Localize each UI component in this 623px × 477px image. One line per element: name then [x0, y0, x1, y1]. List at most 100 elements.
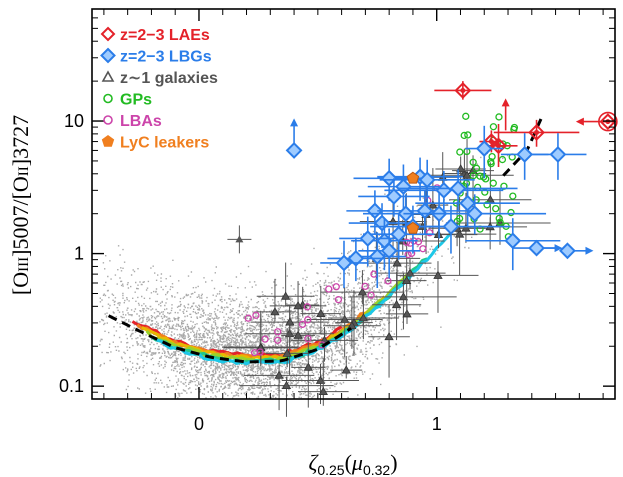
z1-galaxy-marker — [280, 291, 291, 300]
lba-point — [367, 291, 375, 299]
lba-point — [414, 238, 423, 246]
z-2-3-lbgs-marker-24 — [368, 248, 386, 265]
gp-point — [489, 179, 497, 187]
z-2-3-lbgs-marker-7 — [418, 171, 436, 189]
gp-point — [453, 217, 461, 226]
x-tick-label-1: 1 — [432, 414, 442, 434]
z1-galaxy-marker — [270, 307, 280, 316]
z-2-3-laes-marker-0 — [454, 82, 472, 99]
model-dashed-curve — [107, 117, 543, 364]
z-2-3-lbgs-marker-2 — [516, 145, 534, 163]
z1-galaxy-marker — [341, 365, 351, 374]
lba-point — [256, 348, 264, 356]
z-2-3-laes-arrowhead-5 — [501, 98, 510, 107]
lba-point — [304, 334, 312, 343]
gp-point — [496, 218, 504, 226]
gp-point — [487, 158, 495, 166]
z-2-3-lbgs-marker-3 — [475, 140, 493, 157]
gp-point — [495, 214, 503, 223]
z-2-3-lbgs-arrowhead-28 — [554, 244, 563, 253]
z1-galaxy-marker — [316, 308, 326, 318]
y-axis-title: [OIII]5007/[OII]3727 — [8, 115, 33, 295]
x-title-close: ) — [390, 450, 397, 475]
z1-galaxy-marker — [405, 268, 415, 277]
z1-galaxy-marker — [274, 370, 284, 379]
gp-point — [472, 164, 481, 172]
y-title-ion1: III — [16, 257, 32, 272]
z-2-3-lbgs-marker-5 — [380, 169, 398, 187]
legend-marker-3 — [103, 93, 113, 104]
gp-point — [492, 204, 500, 213]
lba-point — [334, 295, 343, 304]
lyc-leakers-marker-1 — [406, 221, 420, 234]
z1-galaxy-marker — [318, 386, 328, 396]
z-2-3-lbgs-marker-29 — [559, 242, 576, 260]
z-2-3-laes-dot-3 — [496, 143, 502, 149]
z-2-3-lbgs-arrowhead-29 — [585, 246, 594, 255]
gp-point — [507, 208, 515, 217]
lyc-leakers-marker-0 — [406, 171, 420, 184]
z-2-3-laes-marker-1 — [599, 113, 617, 131]
z1-galaxy-marker — [384, 331, 394, 341]
z-2-3-laes-arrowhead-1 — [575, 117, 584, 126]
z1-galaxy-marker — [235, 235, 244, 243]
y-title-open: [O — [8, 272, 33, 295]
z1-galaxy-marker — [358, 313, 369, 322]
legend: z=2−3 LAEs z=2−3 LBGs z∼1 galaxies GPs LBAs L… — [100, 26, 218, 152]
z1-galaxy-marker — [315, 375, 326, 384]
lba-point — [261, 335, 269, 343]
z1-galaxy-marker — [347, 320, 357, 330]
gp-point — [464, 131, 472, 139]
legend-marker-1 — [100, 47, 116, 64]
lba-point — [252, 311, 260, 319]
gp-point — [473, 183, 482, 192]
z-2-3-laes-marker-2 — [528, 124, 545, 141]
z1-galaxy-marker — [303, 362, 313, 371]
model-curve-low — [107, 314, 352, 364]
gp-point — [469, 158, 477, 166]
z-2-3-lbgs-marker-25 — [347, 249, 365, 267]
z-2-3-lbgs-marker-28 — [528, 239, 545, 257]
z-2-3-laes-marker-3 — [490, 137, 507, 155]
x-title-mu: μ — [351, 450, 363, 475]
z-2-3-lbgs-marker-0 — [285, 142, 303, 159]
z1-galaxy-marker — [391, 299, 402, 309]
background-galaxy-cloud — [99, 147, 509, 399]
z-2-3-lbgs-arrowhead-0 — [290, 118, 299, 127]
y-title-close: ]3727 — [8, 115, 33, 166]
lba-point — [274, 328, 282, 336]
lba-point — [325, 285, 333, 293]
z1-galaxy-marker — [461, 223, 471, 232]
z1-galaxy-marker — [401, 275, 412, 285]
lba-point — [419, 245, 427, 253]
x-tick-label-0: 0 — [194, 414, 204, 434]
lba-point — [332, 283, 340, 291]
z1-galaxy-marker — [285, 317, 295, 326]
legend-label-3: GPs — [120, 92, 152, 109]
z1-galaxy-marker — [293, 330, 303, 339]
z-2-3-lbgs-marker-9 — [385, 187, 403, 205]
z-2-3-lbgs-marker-19 — [442, 218, 460, 235]
lba-point — [425, 229, 434, 237]
z-2-3-lbgs-marker-16 — [466, 205, 484, 223]
legend-label-1: z=2−3 LBGs — [120, 49, 212, 66]
x-title-mu-sub: 0.32 — [363, 462, 390, 477]
z-2-3-lbgs-marker-13 — [416, 202, 434, 220]
x-title-open: ( — [345, 450, 352, 475]
z-2-3-lbgs-marker-27 — [504, 232, 522, 250]
z-2-3-lbgs-marker-22 — [359, 230, 377, 247]
z-2-3-lbgs-marker-10 — [449, 180, 467, 197]
gp-point — [482, 175, 490, 183]
x-title-zeta-sub: 0.25 — [317, 462, 344, 477]
legend-marker-0 — [100, 26, 116, 42]
lba-point — [244, 314, 252, 322]
y-title-mid: ]5007/[O — [8, 176, 33, 257]
gp-point — [495, 113, 503, 121]
lba-point — [274, 336, 282, 344]
z1-galaxy-marker — [428, 200, 438, 209]
z1-galaxy-marker — [281, 380, 292, 389]
legend-label-0: z=2−3 LAEs — [120, 27, 210, 44]
x-axis-title: ζ0.25(μ0.32) — [308, 450, 397, 477]
gp-point — [498, 155, 507, 164]
